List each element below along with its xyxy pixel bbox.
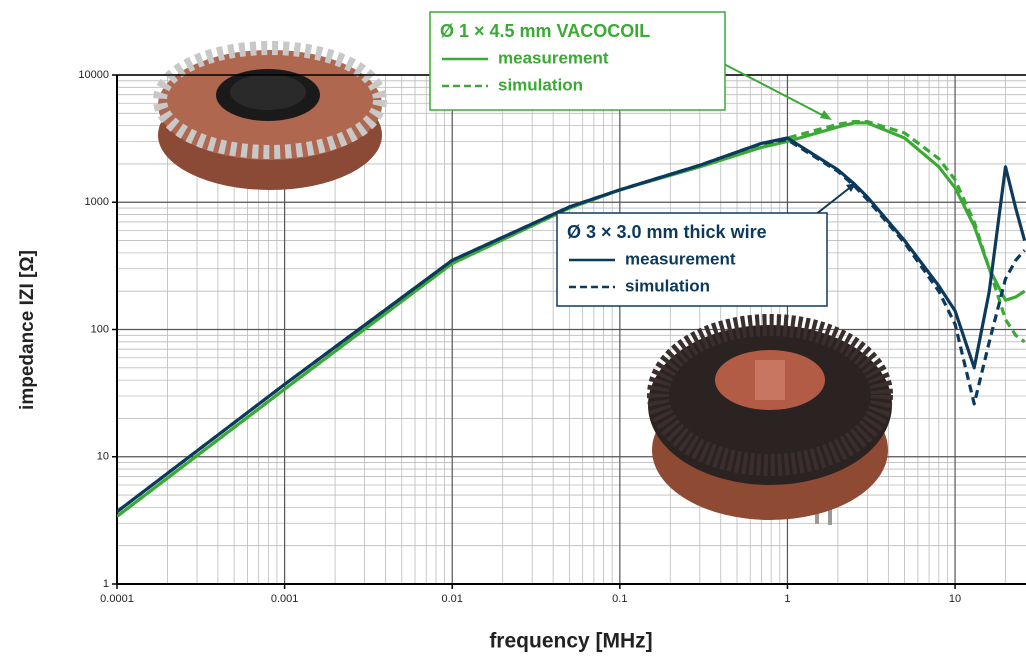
legend-label: measurement: [498, 48, 609, 67]
coil-photo-1: [153, 41, 387, 190]
y-tick-label: 100: [91, 323, 109, 335]
legend-label: measurement: [625, 249, 736, 268]
x-tick-label: 0.1: [612, 593, 627, 605]
legend: Ø 1 × 4.5 mm VACOCOIL measurement simulati…: [429, 11, 828, 307]
coil-photo-2: [647, 314, 893, 525]
annotation-arrow: [814, 185, 853, 216]
arrow-head: [820, 110, 832, 120]
legend-label: simulation: [625, 276, 710, 295]
y-tick-label: 1000: [85, 196, 109, 208]
x-tick-label: 10: [949, 593, 961, 605]
legend-box: [429, 11, 726, 111]
legend-title: Ø 1 × 4.5 mm VACOCOIL: [440, 21, 650, 41]
x-axis-label: frequency [MHz]: [489, 630, 652, 653]
y-tick-label: 1: [103, 578, 109, 590]
y-tick-label: 10000: [78, 69, 109, 81]
axes: 0.0001 0.001 0.01 0.1 1 10 1 10 100 1000 10000: [78, 69, 1026, 605]
y-tick-label: 10: [97, 451, 109, 463]
x-tick-label: 0.0001: [100, 593, 134, 605]
x-tick-label: 0.01: [442, 593, 463, 605]
x-tick-label: 1: [784, 593, 790, 605]
arrow-head: [846, 183, 856, 192]
y-axis-label: impedance IZI [Ω]: [17, 250, 38, 410]
legend-title: Ø 3 × 3.0 mm thick wire: [567, 222, 767, 242]
x-tick-label: 0.001: [271, 593, 299, 605]
series-line: [117, 138, 1026, 513]
annotation-arrow: [719, 61, 829, 119]
legend-label: simulation: [498, 75, 583, 94]
